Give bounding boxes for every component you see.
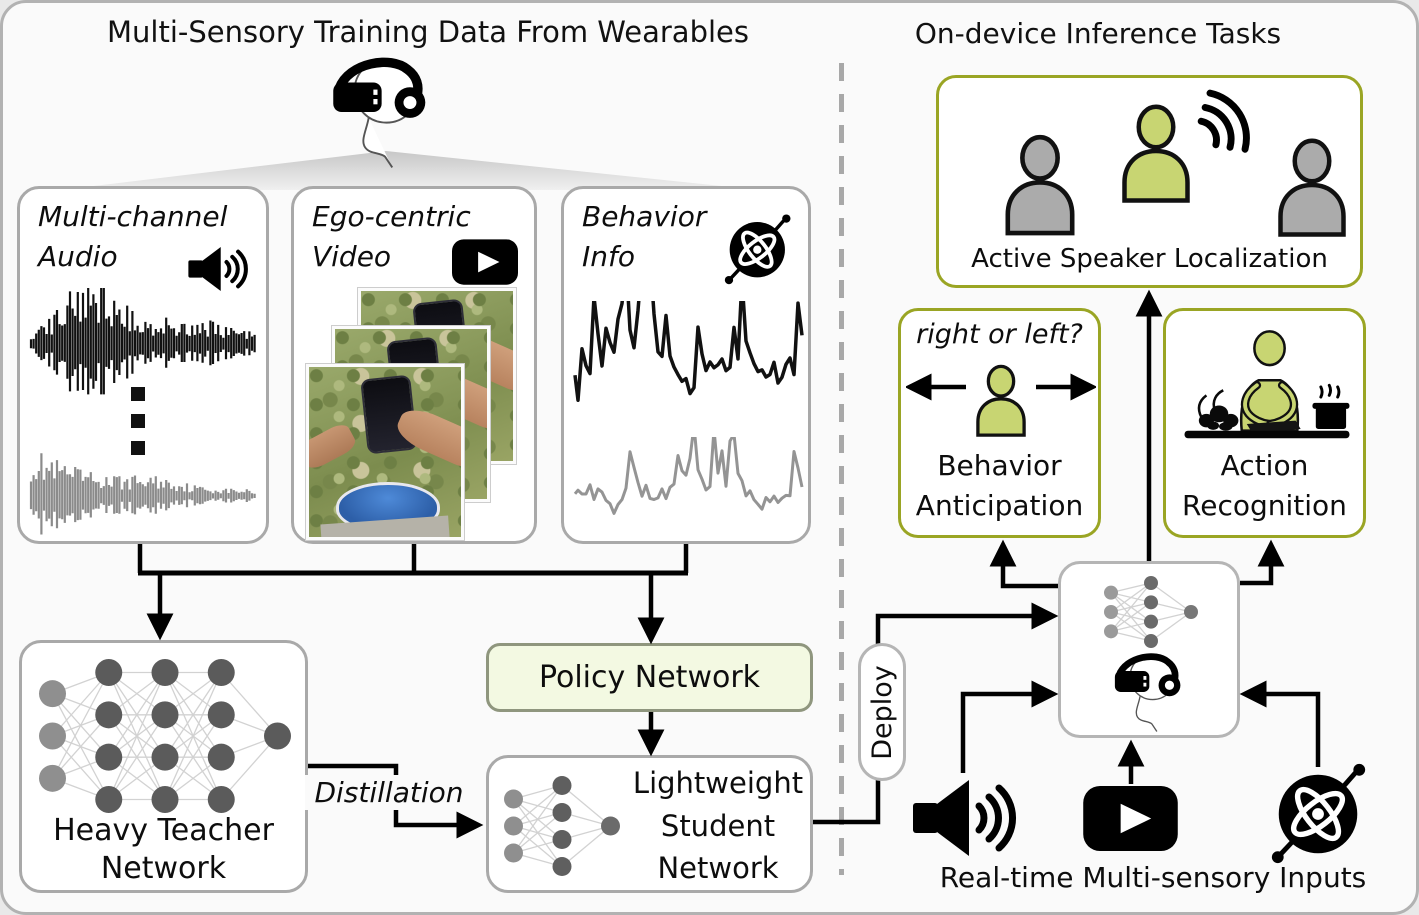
waveform-graphic bbox=[29, 288, 256, 395]
speaker-icon bbox=[906, 773, 1026, 863]
signal-graphic bbox=[573, 301, 804, 402]
direction-arrows-person-icon bbox=[906, 364, 1096, 437]
right-panel-title: On-device Inference Tasks bbox=[914, 17, 1282, 50]
left-panel-title: Multi-Sensory Training Data From Wearabl… bbox=[106, 15, 749, 49]
ba-question: right or left? bbox=[916, 319, 1083, 350]
ar-label: Recognition bbox=[1182, 489, 1347, 522]
video-box-title: Ego-centric Video bbox=[312, 200, 471, 273]
vr-headset-icon bbox=[1109, 650, 1193, 734]
teacher-label: Network bbox=[100, 851, 227, 886]
ba-label: Behavior bbox=[937, 449, 1062, 482]
gyroscope-icon bbox=[1265, 759, 1373, 867]
policy-network-box: Policy Network bbox=[486, 643, 813, 712]
ego-centric-video-box: Ego-centric Video bbox=[291, 186, 537, 544]
video-frame bbox=[306, 364, 464, 540]
cooking-icon bbox=[1174, 323, 1360, 445]
multi-channel-audio-box: Multi-channel Audio bbox=[17, 186, 269, 544]
vr-headset-icon bbox=[325, 53, 443, 171]
play-icon bbox=[452, 239, 518, 285]
teacher-network-box: Heavy Teacher Network bbox=[19, 640, 308, 893]
inputs-label: Real-time Multi-sensory Inputs bbox=[939, 861, 1367, 894]
behavior-anticipation-box: right or left? Behavior Anticipation bbox=[898, 308, 1101, 538]
person-icon bbox=[1267, 138, 1357, 238]
person-icon bbox=[994, 133, 1086, 238]
deploy-pill: Deploy bbox=[858, 643, 906, 781]
audio-box-title: Multi-channel Audio bbox=[38, 200, 228, 273]
behavior-box-title: Behavior Info bbox=[582, 200, 707, 273]
active-speaker-localization-box: Active Speaker Localization bbox=[936, 75, 1363, 288]
on-device-model-box bbox=[1058, 561, 1240, 738]
student-network-box: Lightweight Student Network bbox=[486, 755, 813, 893]
gyroscope-icon bbox=[722, 212, 793, 287]
behavior-info-box: Behavior Info bbox=[561, 186, 811, 544]
neural-network-icon bbox=[504, 776, 620, 876]
neural-network-icon bbox=[39, 659, 291, 813]
student-label: Lightweight Student Network bbox=[632, 766, 804, 886]
divider bbox=[839, 63, 844, 875]
ellipsis-icon bbox=[131, 441, 145, 455]
neural-network-icon bbox=[1104, 576, 1198, 648]
ellipsis-icon bbox=[131, 387, 145, 401]
teacher-label: Heavy Teacher bbox=[53, 813, 274, 848]
ar-label: Action bbox=[1220, 449, 1309, 482]
ba-label: Anticipation bbox=[915, 489, 1084, 522]
waveform-graphic bbox=[29, 453, 256, 535]
ellipsis-icon bbox=[131, 414, 145, 428]
distillation-label: Distillation bbox=[305, 775, 473, 810]
signal-graphic bbox=[573, 437, 804, 515]
action-recognition-box: Action Recognition bbox=[1163, 308, 1366, 538]
asl-label: Active Speaker Localization bbox=[971, 244, 1328, 274]
play-icon bbox=[1083, 786, 1178, 851]
